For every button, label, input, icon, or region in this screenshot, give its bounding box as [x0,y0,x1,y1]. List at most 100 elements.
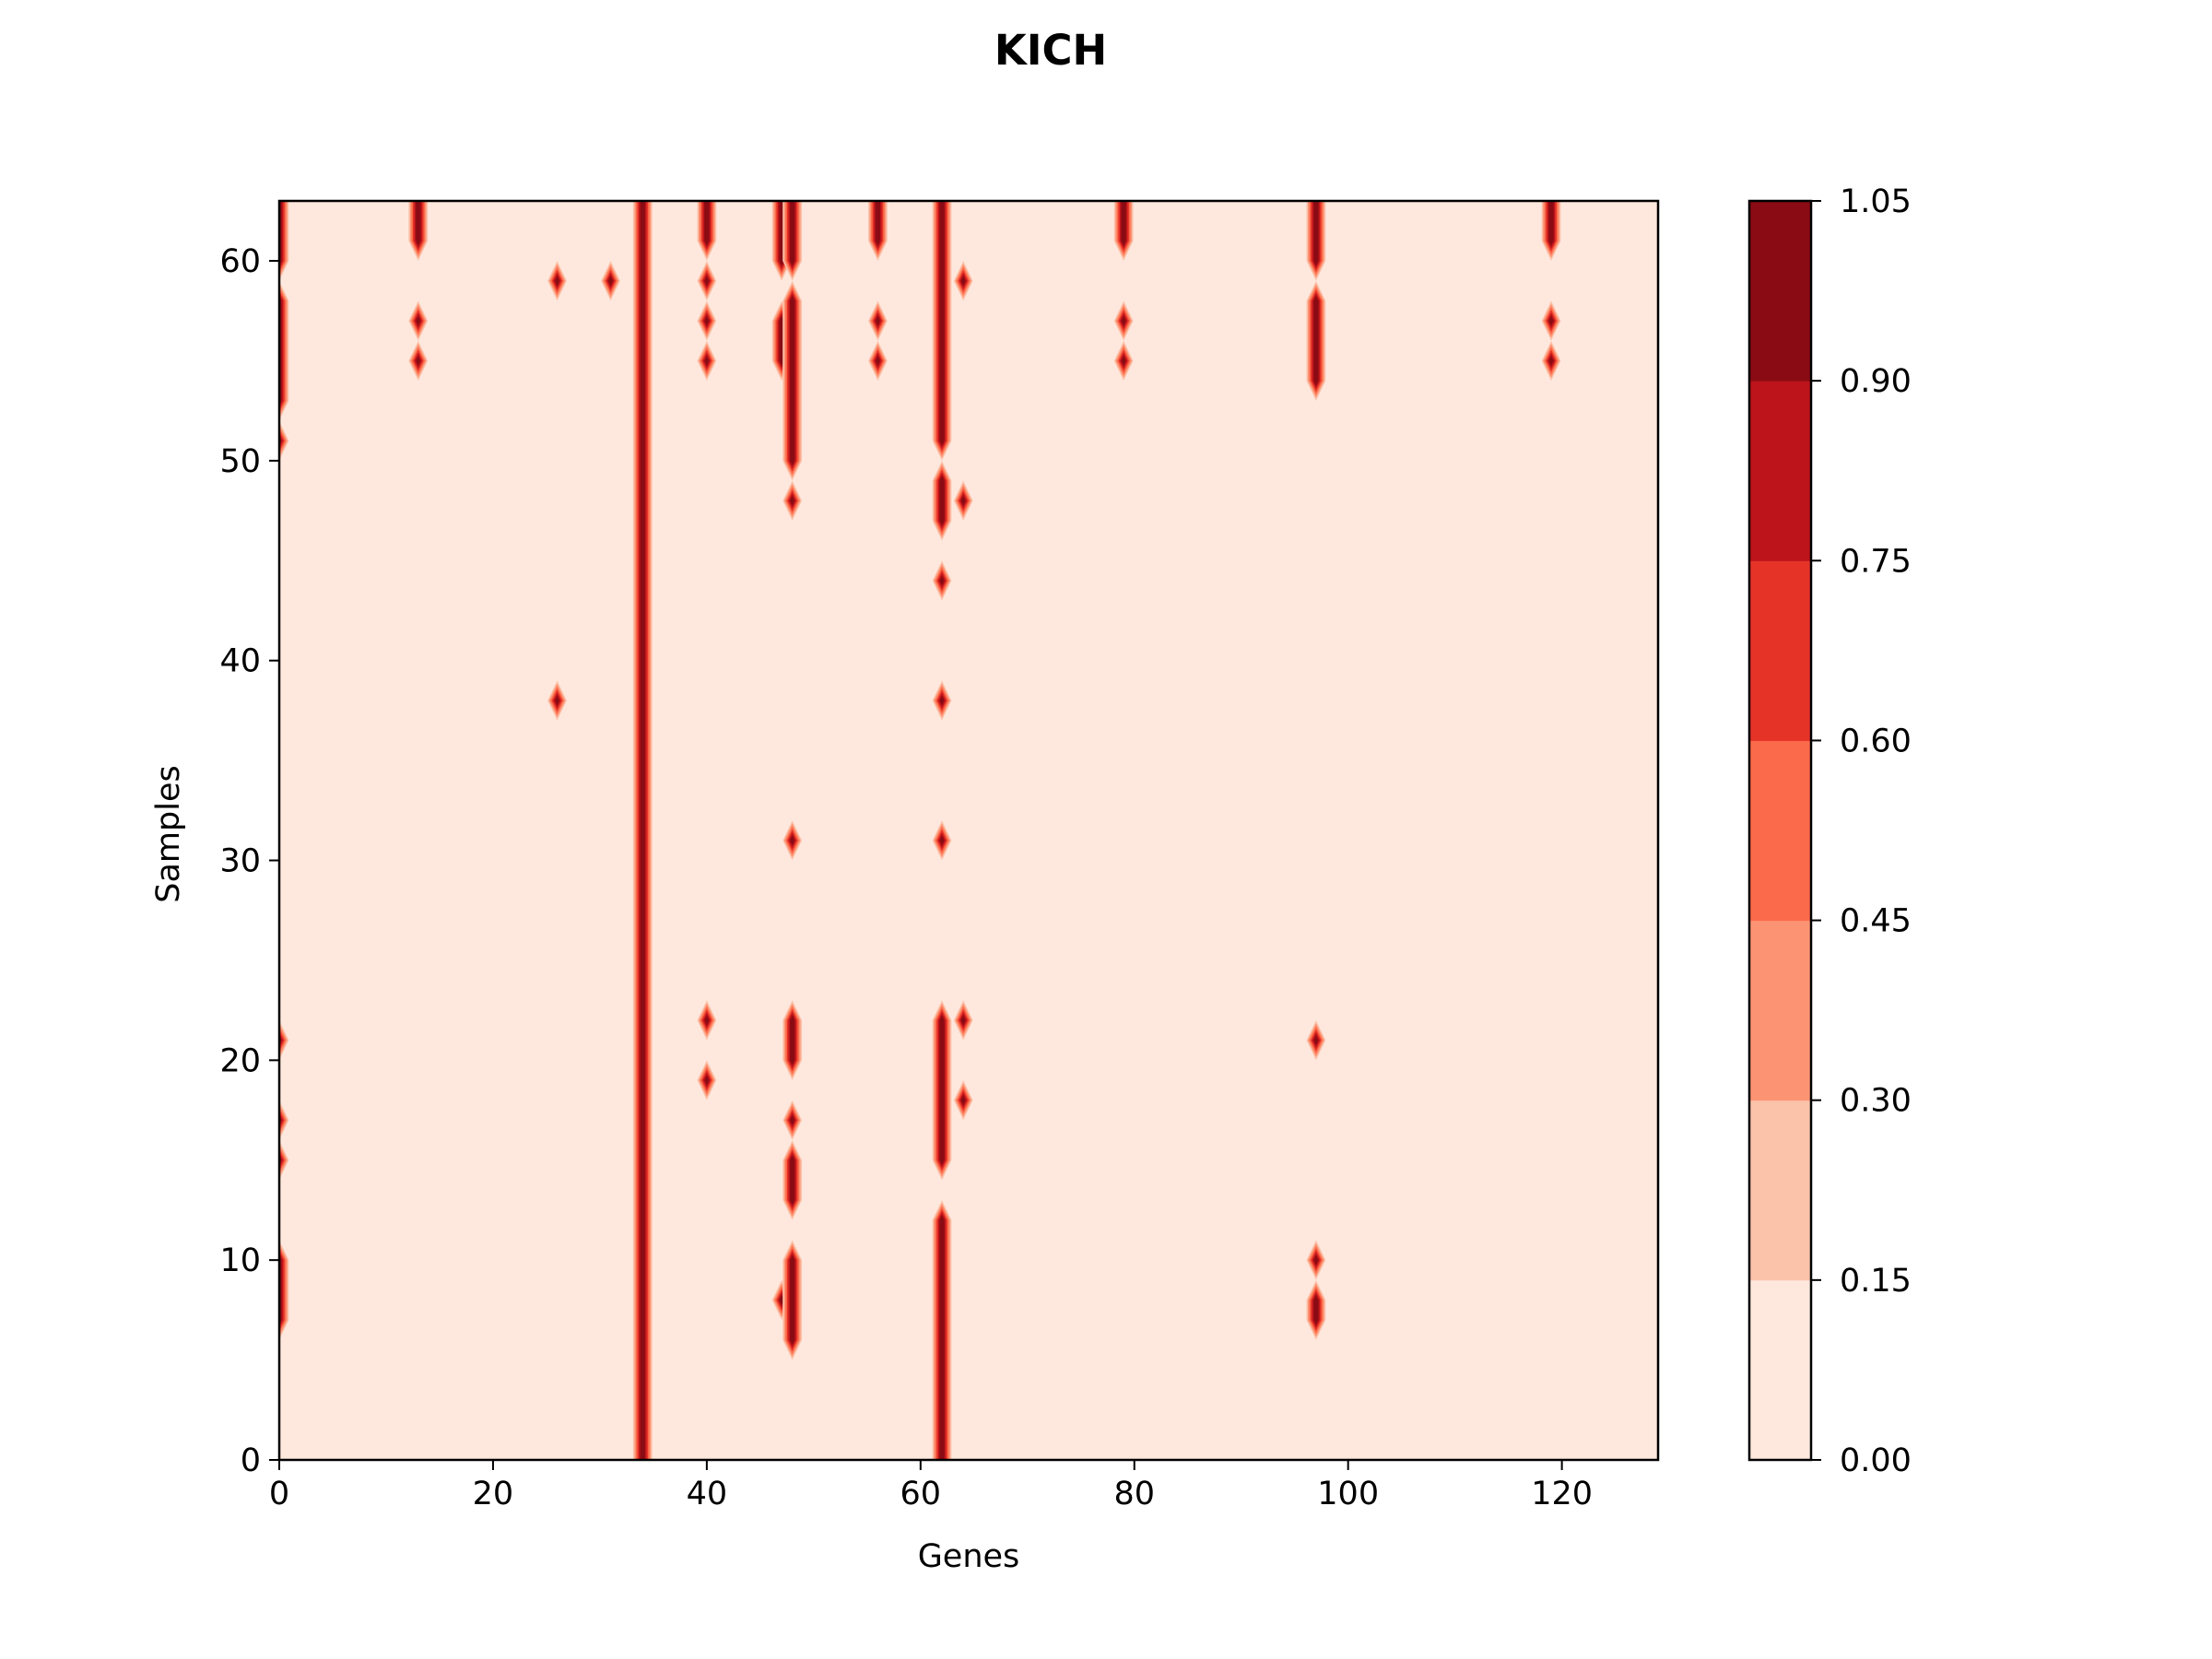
colorbar-tick-label: 0.90 [1840,363,1912,400]
heatmap-cell-run [1541,201,1561,262]
colorbar-tick-label: 0.75 [1840,543,1912,580]
x-axis: 0 20 40 60 80 100 120 [269,1460,1593,1512]
heatmap-cell [1313,295,1319,386]
x-tick-label: 0 [269,1476,289,1512]
heatmap-cell [939,575,945,586]
heatmap-cell-run [782,480,803,521]
heatmap-cell-run [1541,340,1561,382]
heatmap-cell-run [932,680,952,721]
heatmap-cell [960,1015,966,1026]
colorbar-tick-label: 1.05 [1840,183,1912,220]
heatmap-cell-run [697,1000,717,1041]
heatmap-cell [790,1114,795,1125]
heatmap-cell-run [1113,340,1134,382]
heatmap-cell-run [547,261,567,301]
heatmap-cell [1548,315,1554,326]
heatmap-cell [939,476,945,526]
heatmap-cell-run [697,1060,717,1100]
colorbar-tick-label: 0.45 [1840,903,1912,940]
heatmap-cell-run [1306,280,1326,401]
heatmap-cell-run [408,201,429,262]
heatmap-cell [554,695,560,706]
x-tick-label: 100 [1317,1476,1379,1512]
heatmap-cell-run [1113,201,1134,262]
heatmap-cell-run [932,201,952,461]
colorbar-tick-label: 0.60 [1840,723,1912,759]
heatmap-cell [704,356,710,366]
heatmap-cell [790,1155,795,1206]
y-tick-label: 60 [219,243,261,280]
colorbar-tick-label: 0.30 [1840,1083,1912,1120]
heatmap-cell [704,315,710,326]
heatmap-cell-run [782,1240,803,1360]
x-tick-label: 80 [1113,1476,1155,1512]
heatmap-cell [939,695,945,706]
heatmap-cell [875,356,881,366]
y-tick-label: 0 [241,1442,261,1479]
heatmap-cell-run [782,1140,803,1220]
y-tick-label: 10 [219,1242,261,1279]
heatmap-cell-run [1306,201,1326,281]
heatmap-cell-run [932,1200,952,1460]
y-tick-label: 50 [219,443,261,480]
heatmap-background [279,201,1658,1460]
x-tick-label: 20 [473,1476,514,1512]
heatmap-cell-run [953,1080,973,1121]
heatmap-cell [1121,201,1126,246]
heatmap-cell [1313,201,1319,266]
heatmap-cell-run [1306,1240,1326,1280]
heatmap-cell [960,1095,966,1106]
heatmap-cell-run [279,420,289,461]
x-axis-label: Genes [918,1538,1020,1575]
colorbar-tick-label: 0.00 [1840,1442,1912,1479]
heatmap-cell-run [932,560,952,601]
heatmap-cell [960,276,966,287]
colorbar-segment [1749,1279,1811,1461]
heatmap-cell-run [932,820,952,861]
colorbar-segment [1749,560,1811,741]
heatmap-cell [939,1015,945,1166]
chart-title: KICH [994,26,1107,75]
heatmap-cell-run [547,680,567,721]
y-axis: 0 10 20 30 40 50 60 [219,243,279,1479]
heatmap-cell [939,201,945,446]
heatmap-cell-run [782,1100,803,1141]
heatmap-cell-run [932,460,952,541]
heatmap-cell-run [1306,1279,1326,1340]
heatmap-cell [939,835,945,846]
heatmap-cell [1121,315,1126,326]
heatmap-cell-run [867,300,888,341]
heatmap-cell [1313,1295,1319,1325]
x-tick-label: 40 [687,1476,728,1512]
heatmap-cell-run [632,201,653,1460]
heatmap-cell-run [697,340,717,382]
y-tick-label: 40 [219,643,261,680]
heatmap-marks [279,201,1561,1460]
plot-area [277,199,1660,1462]
heatmap-cell-run [697,261,717,301]
heatmap-cell [1548,201,1554,246]
heatmap-cell [790,201,795,266]
heatmap-cell [704,1075,710,1086]
heatmap-cell-run [867,340,888,382]
heatmap-cell-run [1113,300,1134,341]
colorbar-tick-label: 0.15 [1840,1263,1912,1300]
heatmap-cell [939,1215,945,1460]
heatmap-cell-run [408,300,429,341]
heatmap-cell-run [782,820,803,861]
heatmap-cell [1313,1254,1319,1265]
colorbar-segment [1749,201,1811,382]
x-tick-label: 120 [1531,1476,1593,1512]
heatmap-cell [416,315,421,326]
colorbar: 0.00 0.15 0.30 0.45 0.60 0.75 0.90 1.05 [1747,183,1912,1479]
heatmap-cell [790,295,795,466]
heatmap-cell-run [1306,1019,1326,1061]
colorbar-segment [1749,740,1811,922]
heatmap-cell [554,276,560,287]
heatmap-cell-run [782,1000,803,1081]
colorbar-segment [1749,920,1811,1101]
heatmap-cell [960,495,966,506]
heatmap-cell [1313,1035,1319,1046]
heatmap-cell [416,201,421,246]
heatmap-cell-run [867,201,888,262]
